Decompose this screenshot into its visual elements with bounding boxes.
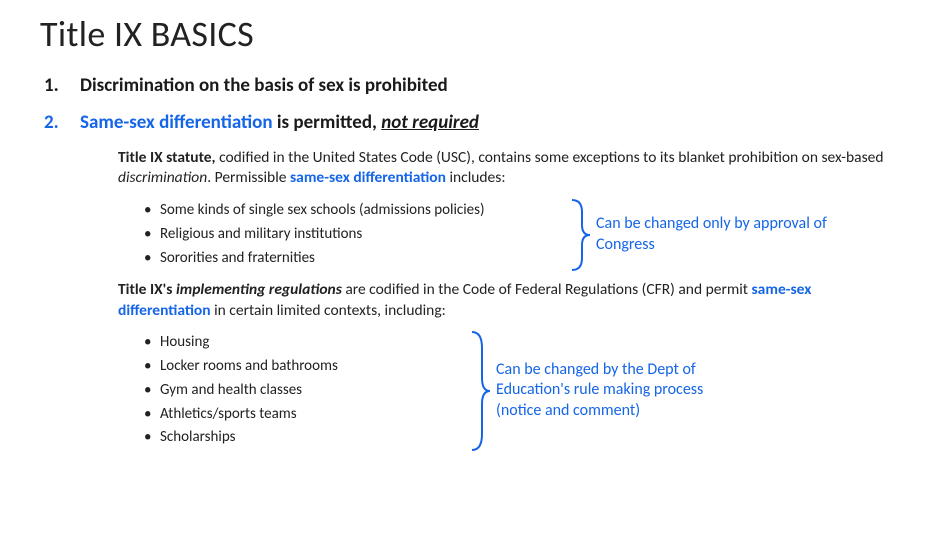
s1-b: codified in the United States Code (USC)… — [216, 148, 884, 167]
point-2-tail: not required — [381, 111, 479, 134]
brace-icon — [468, 330, 490, 452]
s1-c: discrimination — [118, 168, 207, 187]
s2-a: Title IX's — [118, 280, 176, 299]
list-item: Locker rooms and bathrooms — [146, 357, 458, 377]
list-item: Sororities and fraternities — [146, 249, 558, 269]
section2-bullets: Housing Locker rooms and bathrooms Gym a… — [146, 333, 458, 448]
point-1: 1.Discrimination on the basis of sex is … — [44, 74, 903, 97]
section1-annotation-group: Can be changed only by approval of Congr… — [568, 197, 836, 272]
s2-b: are codified in the Code of Federal Regu… — [342, 280, 752, 299]
brace-icon — [568, 198, 590, 272]
list-item: Housing — [146, 333, 458, 353]
section1-list-row: Some kinds of single sex schools (admiss… — [118, 197, 903, 272]
point-2-number: 2. — [44, 111, 80, 134]
s1-f: includes: — [446, 168, 506, 187]
list-item: Religious and military institutions — [146, 225, 558, 245]
page-title: Title IX BASICS — [40, 12, 903, 56]
s1-d: . Permissible — [207, 168, 290, 187]
section1-paragraph: Title IX statute, codified in the United… — [118, 148, 903, 189]
list-item: Some kinds of single sex schools (admiss… — [146, 201, 558, 221]
list-item: Athletics/sports teams — [146, 405, 458, 425]
section2-annotation-group: Can be changed by the Dept of Education'… — [468, 329, 736, 452]
list-item: Gym and health classes — [146, 381, 458, 401]
list-item: Scholarships — [146, 428, 458, 448]
s1-a: Title IX statute, — [118, 148, 216, 167]
section1-bullets: Some kinds of single sex schools (admiss… — [146, 201, 558, 268]
point-1-number: 1. — [44, 74, 80, 97]
section2-list-row: Housing Locker rooms and bathrooms Gym a… — [118, 329, 903, 452]
body-block: Title IX statute, codified in the United… — [118, 148, 903, 452]
point-1-text: Discrimination on the basis of sex is pr… — [80, 74, 448, 97]
point-2-blue-lead: Same-sex differentiation — [80, 111, 273, 134]
s1-e: same-sex differentiation — [290, 168, 446, 187]
s2-a2: implementing regulations — [176, 280, 342, 299]
section1-list-col: Some kinds of single sex schools (admiss… — [118, 197, 558, 272]
s2-d: in certain limited contexts, including: — [211, 301, 446, 320]
point-2: 2.Same-sex differentiation is permitted,… — [44, 111, 903, 134]
section2-annotation-text: Can be changed by the Dept of Education'… — [496, 360, 736, 422]
section2-paragraph: Title IX's implementing regulations are … — [118, 280, 903, 321]
point-2-mid: is permitted, — [273, 111, 382, 134]
section2-list-col: Housing Locker rooms and bathrooms Gym a… — [118, 329, 458, 452]
section1-annotation-text: Can be changed only by approval of Congr… — [596, 214, 836, 256]
